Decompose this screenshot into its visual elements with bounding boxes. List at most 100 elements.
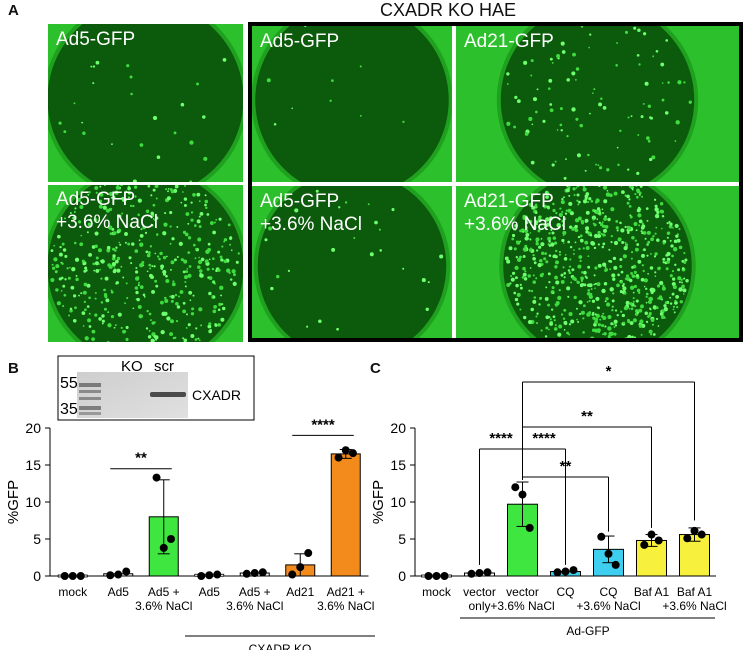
data-point (483, 568, 492, 577)
data-point (611, 560, 620, 569)
data-point (475, 569, 484, 578)
y-tick-label: 10 (25, 494, 41, 510)
blot-marker-35: 35 (60, 401, 78, 418)
x-tick-label: 3.6% NaCl (317, 599, 374, 613)
significance-label: ** (135, 450, 147, 467)
well-label: Ad5-GFP (260, 191, 340, 212)
group-label: CXADR KO (249, 642, 312, 650)
y-tick-label: 15 (25, 457, 41, 473)
well-label-treatment: +3.6% NaCl (56, 212, 158, 233)
blot-lane-ko: KO (121, 358, 143, 375)
data-point (60, 572, 69, 580)
well-image: Ad21-GFP +3.6% NaCl (456, 186, 739, 338)
x-tick-label: only (468, 599, 490, 613)
well-label: Ad5-GFP (56, 189, 136, 210)
data-point (697, 530, 706, 539)
well-label-treatment: +3.6% NaCl (260, 214, 362, 235)
well-image: Ad5-GFP +3.6% NaCl (252, 186, 452, 338)
x-tick-label: 3.6% NaCl (135, 599, 192, 613)
bar (330, 453, 361, 577)
data-point (432, 572, 441, 580)
well-label: Ad5-GFP (260, 31, 340, 52)
x-tick-label: +3.6% NaCl (576, 599, 640, 613)
data-point (197, 572, 206, 580)
x-tick-label: Ad5 (108, 585, 130, 599)
data-point (114, 570, 123, 579)
data-point (467, 569, 476, 578)
data-point (569, 566, 578, 575)
data-point (690, 526, 699, 535)
cxadr-band (150, 392, 186, 397)
data-point (553, 568, 562, 577)
well-label: Ad5-GFP (56, 29, 136, 50)
bar (679, 534, 710, 577)
y-tick-label: 5 (33, 531, 41, 547)
y-tick-label: 15 (390, 457, 406, 473)
data-point (106, 571, 115, 580)
data-point (640, 540, 649, 549)
data-point (304, 549, 313, 558)
blot-marker-55: 55 (60, 375, 78, 392)
x-tick-label: Ad5 (199, 585, 221, 599)
y-tick-label: 0 (398, 568, 406, 584)
x-tick-label: vector (506, 585, 539, 599)
x-tick-label: Ad5 + (239, 585, 271, 599)
western-blot-inset: 55 35 KO scr CXADR (57, 355, 255, 421)
y-tick-label: 20 (390, 420, 406, 436)
data-point (597, 532, 606, 541)
x-tick-label: Ad21 + (327, 585, 365, 599)
well-image: Ad21-GFP (456, 26, 739, 182)
blot-lane-scr: scr (154, 358, 174, 375)
data-point (76, 572, 85, 580)
data-point (159, 543, 168, 552)
ladder-band (79, 390, 101, 393)
y-tick-label: 5 (398, 531, 406, 547)
data-point (334, 453, 343, 462)
x-tick-label: Baf A1 (677, 585, 713, 599)
data-point (654, 536, 663, 545)
ladder-band (79, 412, 101, 415)
x-tick-label: Ad5 + (148, 585, 180, 599)
x-tick-label: +3.6% NaCl (490, 599, 554, 613)
data-point (518, 490, 527, 499)
data-point (440, 572, 449, 580)
well-divider (452, 24, 455, 342)
well-label-treatment: +3.6% NaCl (464, 214, 566, 235)
x-tick-label: Ad21 (286, 585, 314, 599)
ladder-band (79, 383, 101, 387)
data-point (68, 572, 77, 580)
data-point (525, 523, 534, 532)
data-point (250, 569, 259, 578)
well-label: Ad21-GFP (464, 31, 554, 52)
well-image: Ad5-GFP +3.6% NaCl (48, 184, 243, 342)
significance-label: * (606, 363, 612, 380)
x-tick-label: vector (463, 585, 496, 599)
x-tick-label: Baf A1 (634, 585, 670, 599)
ko-frame (248, 22, 743, 342)
y-tick-label: 0 (33, 568, 41, 584)
blot-protein-label: CXADR (192, 387, 241, 403)
significance-label: **** (532, 430, 556, 447)
data-point (258, 568, 267, 577)
data-point (604, 549, 613, 558)
significance-label: **** (311, 416, 335, 433)
data-point (561, 567, 570, 576)
y-tick-label: 20 (25, 420, 41, 436)
x-tick-label: CQ (600, 585, 618, 599)
significance-label: ** (581, 408, 593, 425)
x-tick-label: 3.6% NaCl (226, 599, 283, 613)
y-tick-label: 10 (390, 494, 406, 510)
well-image: Ad5-GFP (48, 24, 243, 182)
panel-b-letter: B (8, 360, 19, 377)
data-point (341, 446, 350, 455)
panel-c-letter: C (370, 360, 381, 377)
data-point (288, 570, 297, 579)
y-axis-label: %GFP (370, 480, 387, 524)
data-point (296, 563, 305, 572)
well-divider (48, 182, 743, 185)
data-point (424, 572, 433, 580)
data-point (683, 534, 692, 543)
group-label: Ad-GFP (566, 624, 609, 638)
